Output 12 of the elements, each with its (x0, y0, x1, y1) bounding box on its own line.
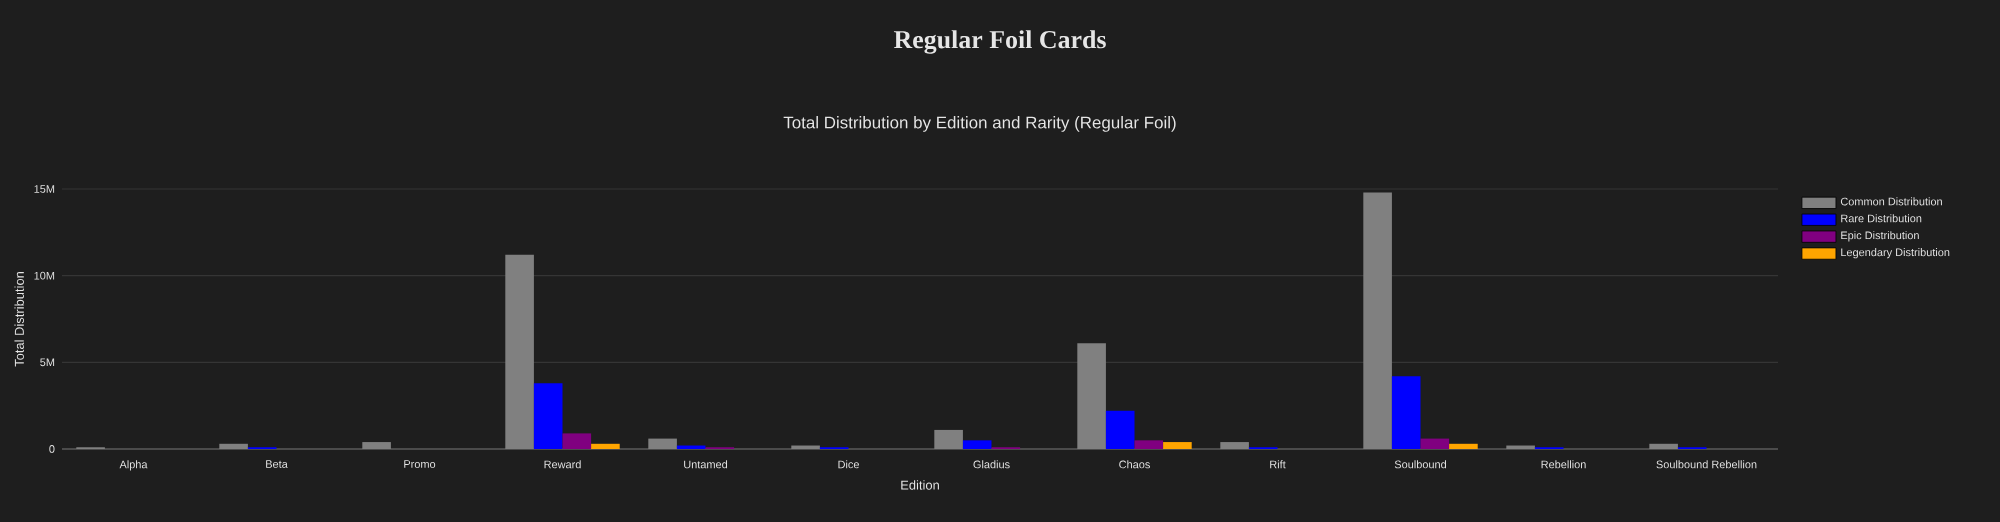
bar (1449, 443, 1478, 449)
chart-title: Regular Foil Cards (893, 30, 1106, 54)
bar (1420, 438, 1450, 449)
bar (562, 433, 592, 449)
bar (533, 383, 563, 449)
bar (1105, 410, 1135, 449)
chart-subtitle: Total Distribution by Edition and Rarity (Regular Foil) (783, 116, 1176, 132)
bar (962, 440, 992, 449)
bar (1163, 442, 1192, 449)
bar (1134, 440, 1164, 449)
bar (1391, 376, 1421, 449)
bar (591, 443, 620, 449)
